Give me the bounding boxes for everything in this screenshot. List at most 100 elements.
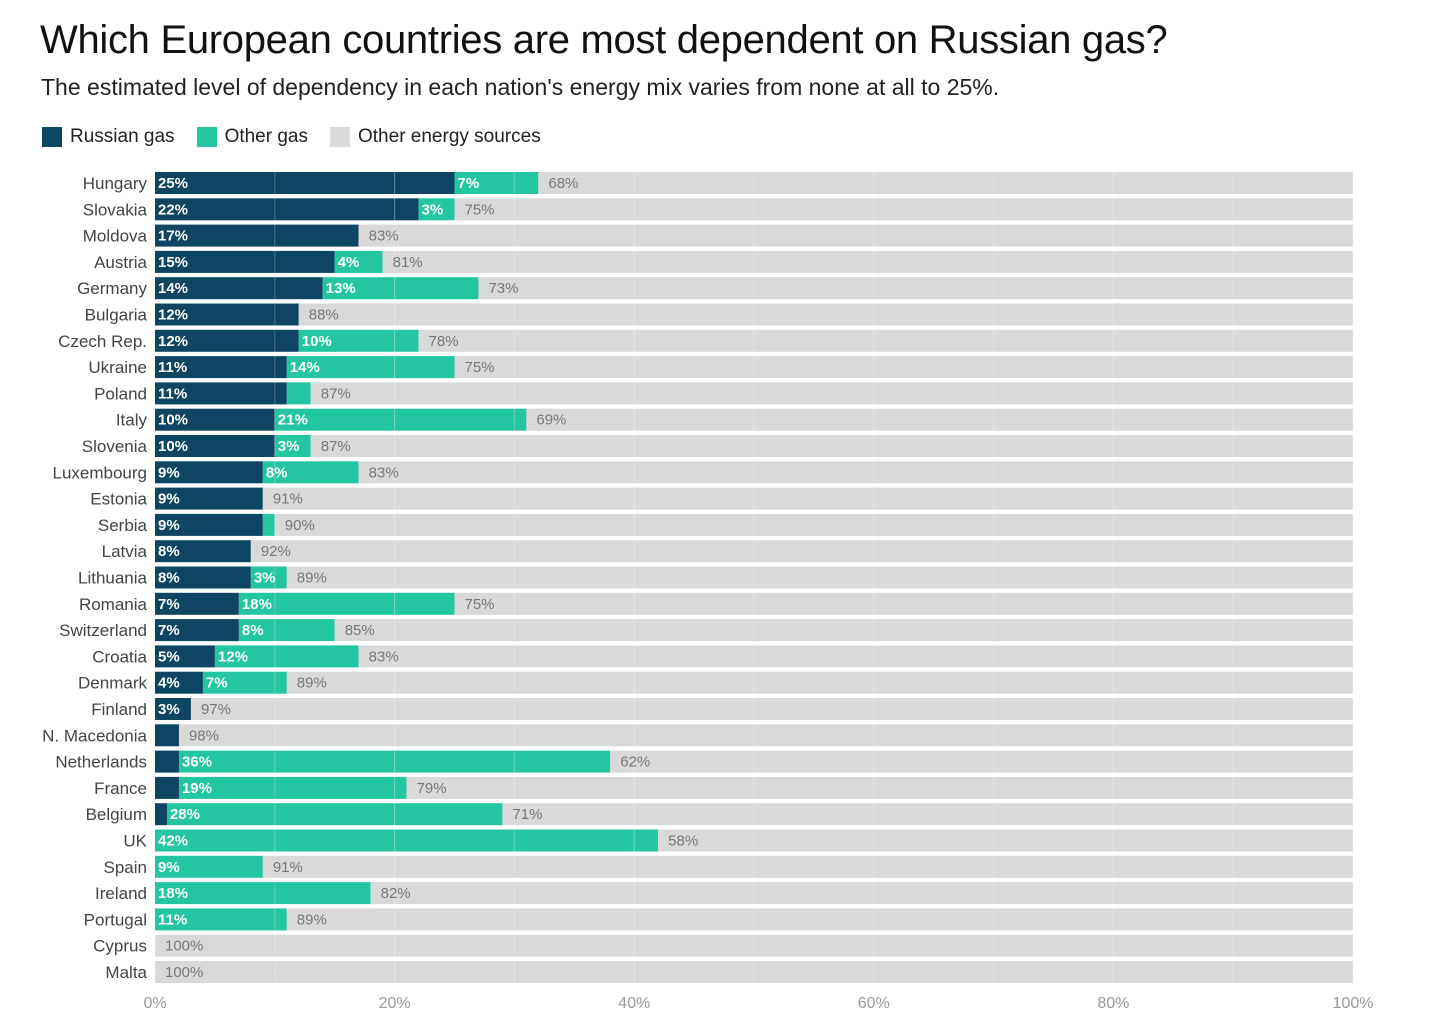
bar-other-gas-lithuania: [250, 566, 287, 589]
legend-label-other-energy: Other energy sources: [358, 126, 541, 147]
data-label-other-energy-estonia: 91%: [273, 491, 303, 508]
data-label-other-energy-belgium: 71%: [512, 806, 542, 823]
category-label-romania: Romania: [79, 595, 148, 614]
bar-other-energy-hungary: [538, 172, 1353, 194]
data-label-other-gas-slovakia: 3%: [422, 201, 444, 218]
bar-other-energy-ireland: [370, 882, 1353, 905]
bar-other-gas-austria: [334, 250, 383, 273]
bar-other-energy-portugal: [286, 908, 1353, 931]
bar-other-gas-ireland: [155, 882, 371, 905]
category-label-moldova: Moldova: [83, 227, 148, 246]
data-label-other-gas-croatia: 12%: [218, 648, 248, 665]
data-label-other-gas-luxembourg: 8%: [266, 464, 288, 481]
bar-other-energy-slovakia: [454, 198, 1353, 221]
bar-other-energy-serbia: [274, 513, 1353, 536]
data-label-russian-gas-switzerland: 7%: [158, 622, 180, 639]
legend-item-russian-gas: Russian gas: [42, 126, 175, 148]
data-label-other-energy-moldova: 83%: [369, 228, 399, 245]
bar-other-gas-denmark: [202, 671, 287, 694]
data-label-other-energy-portugal: 89%: [297, 911, 327, 928]
chart-subtitle: The estimated level of dependency in eac…: [41, 74, 1000, 100]
legend-label-other-gas: Other gas: [224, 126, 308, 147]
x-tick-label-0: 0%: [143, 995, 166, 1012]
category-label-n-macedonia: N. Macedonia: [42, 726, 147, 745]
data-label-other-energy-poland: 87%: [321, 385, 351, 402]
bar-other-gas-belgium: [166, 803, 503, 826]
bar-other-gas-spain: [155, 855, 263, 878]
bar-other-gas-switzerland: [238, 619, 335, 642]
data-label-other-energy-denmark: 89%: [297, 675, 327, 692]
data-label-russian-gas-estonia: 9%: [158, 491, 180, 508]
data-label-russian-gas-serbia: 9%: [158, 517, 180, 534]
bar-other-gas-romania: [238, 592, 455, 615]
category-label-finland: Finland: [91, 700, 147, 719]
category-label-netherlands: Netherlands: [55, 753, 147, 772]
data-label-other-energy-czech-rep: 78%: [429, 333, 459, 350]
category-label-croatia: Croatia: [92, 647, 147, 666]
category-label-portugal: Portugal: [84, 910, 147, 929]
bar-other-energy-romania: [454, 592, 1353, 615]
data-label-russian-gas-austria: 15%: [158, 254, 188, 271]
data-label-other-energy-switzerland: 85%: [345, 622, 375, 639]
data-label-other-energy-bulgaria: 88%: [309, 307, 339, 324]
bar-other-gas-slovenia: [274, 435, 311, 457]
data-label-russian-gas-moldova: 17%: [158, 228, 188, 245]
bar-russian-gas-denmark: [155, 671, 203, 694]
data-label-other-gas-portugal: 11%: [158, 911, 187, 928]
data-label-other-gas-czech-rep: 10%: [302, 333, 332, 350]
data-label-other-gas-ukraine: 14%: [290, 359, 320, 376]
x-tick-label-100: 100%: [1333, 995, 1374, 1012]
bar-other-energy-czech-rep: [418, 329, 1353, 352]
chart-legend: Russian gas Other gas Other energy sourc…: [42, 126, 563, 148]
bar-other-gas-serbia: [262, 513, 275, 536]
bar-russian-gas-estonia: [155, 487, 263, 510]
data-label-other-energy-lithuania: 89%: [297, 570, 327, 587]
data-label-other-energy-n-macedonia: 98%: [189, 727, 219, 744]
data-label-other-energy-finland: 97%: [201, 701, 231, 718]
data-label-other-energy-france: 79%: [417, 780, 447, 797]
bar-other-gas-netherlands: [178, 750, 611, 773]
data-label-russian-gas-croatia: 5%: [158, 648, 180, 665]
bar-other-gas-germany: [322, 277, 479, 300]
bar-other-energy-ukraine: [454, 356, 1353, 379]
category-label-ireland: Ireland: [95, 884, 147, 903]
category-label-austria: Austria: [94, 253, 147, 272]
category-label-estonia: Estonia: [90, 490, 147, 509]
legend-swatch-russian-gas: [42, 127, 62, 147]
data-label-russian-gas-ukraine: 11%: [158, 359, 187, 376]
data-label-other-gas-uk: 42%: [158, 833, 188, 850]
data-label-other-gas-austria: 4%: [338, 254, 360, 271]
data-label-other-energy-serbia: 90%: [285, 517, 315, 534]
data-label-other-gas-germany: 13%: [326, 280, 356, 297]
legend-label-russian-gas: Russian gas: [70, 126, 175, 147]
data-label-other-energy-italy: 69%: [536, 412, 566, 429]
category-label-czech-rep: Czech Rep.: [58, 332, 147, 351]
data-label-other-energy-romania: 75%: [465, 596, 495, 613]
bar-russian-gas-czech-rep: [155, 329, 299, 352]
bar-russian-gas-serbia: [155, 513, 263, 536]
data-label-other-energy-slovakia: 75%: [465, 201, 495, 218]
data-label-other-energy-uk: 58%: [668, 833, 698, 850]
category-label-germany: Germany: [77, 279, 147, 298]
bar-russian-gas-slovenia: [155, 435, 275, 457]
category-label-malta: Malta: [105, 963, 147, 982]
bar-russian-gas-latvia: [155, 540, 251, 563]
data-label-other-gas-lithuania: 3%: [254, 570, 276, 587]
bar-russian-gas-switzerland: [155, 619, 239, 642]
data-label-russian-gas-italy: 10%: [158, 412, 188, 429]
data-label-other-energy-croatia: 83%: [369, 648, 399, 665]
bar-russian-gas-n-macedonia: [155, 724, 179, 747]
bar-russian-gas-belgium: [155, 803, 167, 826]
bar-other-energy-latvia: [250, 540, 1354, 563]
data-label-russian-gas-slovenia: 10%: [158, 438, 188, 455]
data-label-other-energy-ireland: 82%: [381, 885, 411, 902]
category-label-france: France: [94, 779, 147, 798]
data-label-other-gas-italy: 21%: [278, 412, 308, 429]
data-label-other-gas-hungary: 7%: [458, 175, 480, 192]
data-label-russian-gas-czech-rep: 12%: [158, 333, 188, 350]
bar-other-energy-malta: [155, 961, 1353, 983]
bar-other-gas-slovakia: [418, 198, 455, 221]
legend-swatch-other-gas: [196, 127, 217, 147]
x-tick-label-40: 40%: [618, 995, 650, 1012]
data-label-other-gas-romania: 18%: [242, 596, 272, 613]
